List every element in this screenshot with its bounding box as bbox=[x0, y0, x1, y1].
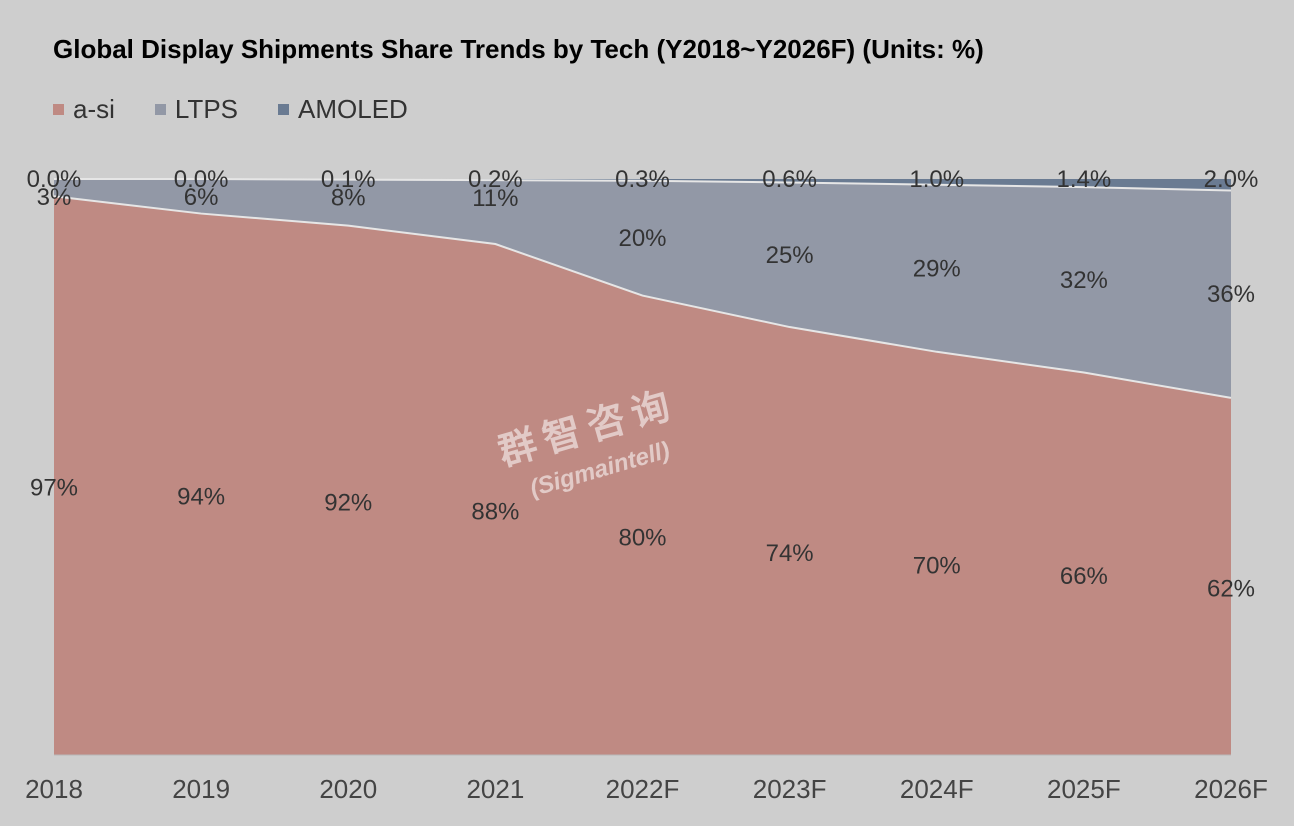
data-label-amoled-2022f: 0.3% bbox=[615, 166, 670, 193]
data-label-amoled-2020: 0.1% bbox=[321, 166, 376, 193]
legend-label-a-si: a-si bbox=[73, 94, 115, 124]
legend-swatch-a-si bbox=[53, 104, 64, 115]
data-label-a-si-2023f: 74% bbox=[766, 540, 814, 567]
legend-swatch-ltps bbox=[154, 104, 166, 115]
data-label-amoled-2023f: 0.6% bbox=[762, 166, 817, 193]
data-label-amoled-2024f: 1.0% bbox=[909, 166, 964, 193]
data-label-amoled-2021: 0.2% bbox=[468, 166, 523, 193]
data-label-a-si-2025f: 66% bbox=[1060, 563, 1108, 590]
legend-item-a-si: a-si bbox=[53, 94, 115, 125]
legend-label-ltps: LTPS bbox=[174, 94, 239, 124]
legend-label-amoled: AMOLED bbox=[298, 94, 408, 124]
data-label-a-si-2020: 92% bbox=[324, 489, 372, 516]
data-label-ltps-2024f: 29% bbox=[913, 255, 961, 282]
data-label-a-si-2018: 97% bbox=[30, 475, 78, 502]
x-tick-label-2025f: 2025F bbox=[1047, 774, 1121, 804]
x-tick-label-2018: 2018 bbox=[25, 774, 83, 804]
data-label-amoled-2019: 0.0% bbox=[174, 166, 229, 193]
x-tick-label-2024f: 2024F bbox=[900, 774, 974, 804]
data-label-ltps-2019: 6% bbox=[184, 184, 219, 211]
area-ltps bbox=[54, 179, 1231, 398]
x-tick-label-2022f: 2022F bbox=[606, 774, 680, 804]
data-label-a-si-2024f: 70% bbox=[913, 552, 961, 579]
data-label-a-si-2022f: 80% bbox=[618, 524, 666, 551]
x-tick-label-2023f: 2023F bbox=[753, 774, 827, 804]
data-label-ltps-2021: 11% bbox=[472, 185, 518, 212]
data-label-ltps-2022f: 20% bbox=[618, 225, 666, 252]
data-label-a-si-2019: 94% bbox=[177, 483, 225, 510]
data-label-a-si-2026f: 62% bbox=[1207, 575, 1255, 602]
x-tick-label-2020: 2020 bbox=[319, 774, 377, 804]
data-label-amoled-2026f: 2.0% bbox=[1204, 166, 1259, 193]
boundary-line-1 bbox=[53, 195, 1232, 399]
data-label-amoled-2018: 0.0% bbox=[27, 166, 82, 193]
x-tick-label-2026f: 2026F bbox=[1194, 774, 1268, 804]
data-label-ltps-2023f: 25% bbox=[766, 242, 814, 269]
legend: a-si LTPS AMOLED bbox=[53, 94, 408, 125]
area-amoled bbox=[54, 179, 1231, 191]
x-tick-label-2021: 2021 bbox=[466, 774, 524, 804]
chart-title: Global Display Shipments Share Trends by… bbox=[53, 34, 984, 64]
data-label-ltps-2018: 3% bbox=[37, 184, 72, 211]
data-label-ltps-2020: 8% bbox=[331, 185, 366, 212]
x-tick-label-2019: 2019 bbox=[172, 774, 230, 804]
legend-swatch-amoled bbox=[278, 104, 290, 115]
legend-item-ltps: LTPS bbox=[154, 94, 239, 125]
area-a-si bbox=[54, 196, 1231, 755]
legend-item-amoled: AMOLED bbox=[278, 94, 408, 125]
data-label-a-si-2021: 88% bbox=[471, 499, 519, 526]
data-label-ltps-2025f: 32% bbox=[1060, 267, 1108, 294]
data-label-ltps-2026f: 36% bbox=[1207, 281, 1255, 308]
boundary-line-2 bbox=[54, 178, 1232, 192]
data-label-amoled-2025f: 1.4% bbox=[1057, 166, 1112, 193]
